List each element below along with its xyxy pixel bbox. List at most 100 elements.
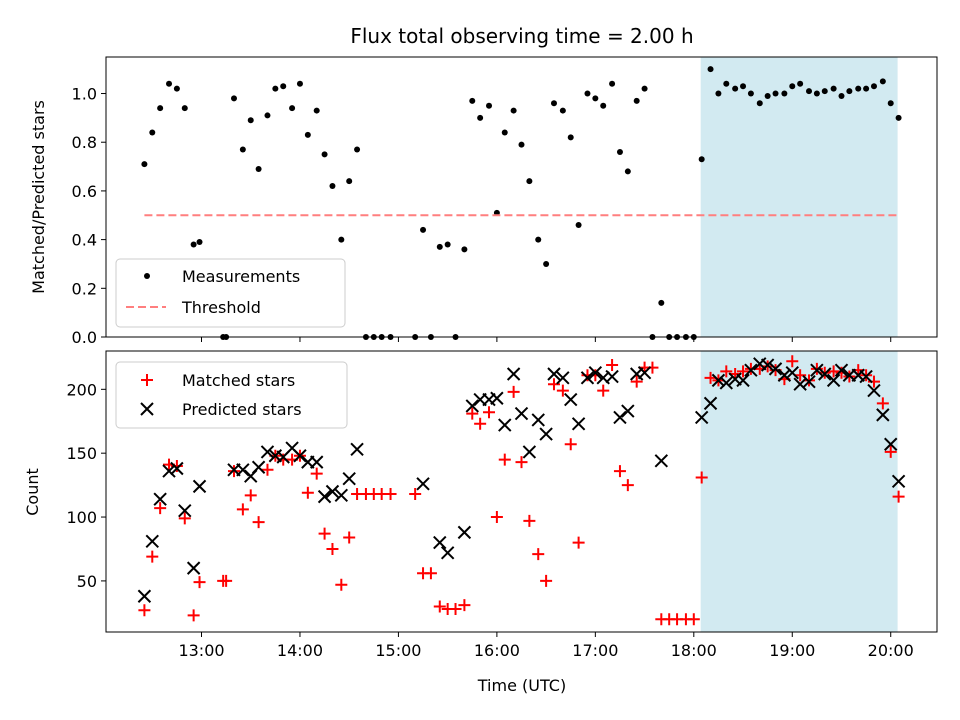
- measurement-point: [870, 83, 877, 90]
- measurement-point: [723, 80, 730, 87]
- matched-stars-point: [261, 463, 274, 476]
- measurement-point: [633, 97, 640, 104]
- predicted-stars-point: [522, 445, 537, 459]
- matched-stars-point: [318, 527, 331, 540]
- predicted-stars-point: [260, 445, 275, 459]
- matched-stars-point: [498, 453, 511, 466]
- predicted-stars-point: [859, 369, 873, 384]
- measurement-point: [280, 83, 287, 90]
- predicted-stars-point: [719, 376, 734, 390]
- predicted-stars-point: [416, 477, 430, 491]
- matched-stars-point: [630, 375, 643, 388]
- count-legend: Matched stars Predicted stars: [115, 361, 348, 429]
- measurement-point: [444, 241, 451, 248]
- predicted-stars-point: [186, 561, 201, 575]
- count-legend-box: [115, 361, 348, 429]
- predicted-stars-point: [802, 374, 816, 389]
- measurement-point: [313, 107, 320, 114]
- predicted-stars-point: [621, 404, 635, 418]
- matched-stars-point: [220, 574, 233, 587]
- matched-stars-point: [154, 502, 167, 515]
- measurement-point: [166, 80, 173, 87]
- predicted-stars-point: [539, 427, 553, 441]
- count-panel-marks: [137, 355, 906, 626]
- ratio-y-axis-label: Matched/Predicted stars: [29, 100, 48, 294]
- matched-stars-point: [335, 578, 348, 591]
- measurement-point: [141, 161, 148, 168]
- y-tick-label: 0.4: [72, 231, 97, 250]
- predicted-stars-point: [605, 369, 619, 384]
- predicted-stars-point: [884, 437, 898, 451]
- measurement-point: [526, 178, 533, 185]
- predicted-stars-point: [637, 366, 652, 380]
- predicted-stars-point: [440, 546, 455, 560]
- matched-stars-point: [884, 445, 897, 458]
- measurement-point: [747, 90, 754, 97]
- predicted-stars-point: [744, 363, 758, 377]
- predicted-stars-point: [876, 408, 890, 422]
- measurement-point: [469, 97, 476, 104]
- matched-stars-point: [621, 479, 634, 492]
- matched-stars-point: [876, 397, 889, 410]
- measurement-point: [543, 260, 550, 267]
- predicted-stars-point: [736, 373, 750, 388]
- measurement-point: [190, 241, 197, 248]
- measurement-point: [304, 131, 311, 138]
- measurement-point: [887, 100, 894, 107]
- measurement-point: [247, 117, 254, 124]
- chart-title: Flux total observing time = 2.00 h: [350, 24, 693, 48]
- predicted-stars-point: [465, 399, 479, 413]
- measurement-point: [173, 85, 180, 92]
- x-tick-label: 13:00: [178, 641, 224, 660]
- legend-measurements-label: Measurements: [182, 267, 300, 286]
- predicted-stars-point: [137, 589, 152, 603]
- predicted-stars-point: [703, 396, 718, 411]
- predicted-stars-point: [153, 492, 167, 506]
- predicted-stars-point: [694, 410, 709, 425]
- measurement-point: [567, 134, 574, 141]
- measurement-point: [321, 151, 328, 158]
- measurement-point: [510, 107, 517, 114]
- predicted-stars-point: [777, 368, 792, 382]
- matched-stars-point: [252, 516, 265, 529]
- matched-stars-point: [786, 355, 799, 368]
- predicted-stars-point: [342, 472, 356, 486]
- x-tick-label: 20:00: [868, 641, 914, 660]
- measurement-point: [616, 148, 623, 155]
- matched-stars-point: [720, 365, 733, 378]
- observing-window-span: [700, 57, 898, 337]
- ratio-legend: Measurements Threshold: [115, 258, 346, 328]
- matched-stars-point: [409, 488, 422, 501]
- measurement-point: [600, 102, 607, 109]
- measurement-point: [296, 80, 303, 87]
- measurement-point: [609, 80, 616, 87]
- predicted-stars-point: [834, 363, 849, 377]
- predicted-stars-point: [170, 461, 184, 476]
- measurement-point: [461, 246, 468, 253]
- y-tick-label: 1.0: [72, 85, 97, 104]
- matched-stars-point: [687, 613, 700, 626]
- matched-stars-point: [424, 567, 437, 580]
- predicted-stars-point: [433, 535, 447, 550]
- matched-stars-point: [458, 599, 471, 612]
- measurement-point: [420, 226, 427, 233]
- x-tick-label: 19:00: [769, 641, 815, 660]
- matched-stars-point: [138, 604, 151, 617]
- measurement-point: [535, 236, 542, 243]
- measurement-point: [486, 102, 493, 109]
- measurement-point: [789, 83, 796, 90]
- matched-stars-point: [827, 365, 840, 378]
- measurement-point: [797, 80, 804, 87]
- predicted-stars-point: [531, 413, 545, 427]
- measurement-point: [559, 107, 566, 114]
- measurement-point: [846, 88, 853, 95]
- matched-stars-point: [178, 512, 191, 525]
- predicted-stars-point: [810, 363, 824, 377]
- measurement-point: [764, 92, 771, 99]
- predicted-stars-point: [350, 442, 364, 457]
- legend-measurements-marker: [144, 273, 150, 279]
- measurement-point: [196, 239, 203, 246]
- matched-stars-point: [483, 406, 496, 419]
- matched-stars-point: [193, 576, 206, 589]
